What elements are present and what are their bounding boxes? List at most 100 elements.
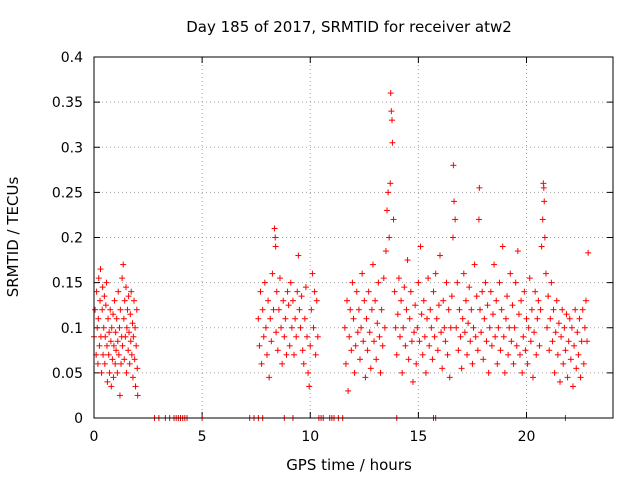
data-point	[557, 378, 564, 385]
data-point	[112, 360, 119, 367]
x-tick-label: 10	[301, 429, 319, 445]
data-point	[547, 315, 554, 322]
data-point	[414, 324, 421, 331]
data-point	[272, 234, 279, 241]
data-point	[518, 297, 525, 304]
data-point	[515, 311, 522, 318]
data-point	[568, 324, 575, 331]
data-point	[526, 275, 533, 282]
data-point	[298, 293, 305, 300]
data-point	[113, 315, 120, 322]
data-point	[93, 288, 100, 295]
data-point	[523, 315, 530, 322]
data-point	[545, 293, 552, 300]
data-point	[111, 297, 118, 304]
data-point	[537, 306, 544, 313]
data-point	[293, 333, 300, 340]
data-point	[274, 347, 281, 354]
data-point	[453, 324, 460, 331]
data-point	[441, 324, 448, 331]
data-point	[424, 315, 431, 322]
data-point	[502, 315, 509, 322]
data-point	[382, 248, 389, 255]
data-point	[273, 329, 280, 336]
y-tick-label: 0.05	[52, 366, 83, 382]
data-point	[115, 351, 122, 358]
data-point	[561, 324, 568, 331]
data-point	[131, 356, 138, 363]
data-point	[283, 351, 290, 358]
data-point	[418, 311, 425, 318]
data-point	[541, 234, 548, 241]
data-point	[306, 383, 313, 390]
data-point	[482, 279, 489, 286]
data-point	[126, 329, 133, 336]
data-point	[133, 306, 140, 313]
data-point	[386, 234, 393, 241]
data-point	[492, 333, 499, 340]
plot-frame	[93, 56, 614, 419]
data-point	[305, 369, 312, 376]
data-point	[489, 311, 496, 318]
data-point	[479, 288, 486, 295]
data-point	[259, 306, 266, 313]
data-point	[567, 356, 574, 363]
data-point	[420, 297, 427, 304]
data-point	[415, 279, 422, 286]
y-tick-label: 0.25	[52, 185, 83, 201]
data-point	[448, 293, 455, 300]
data-point	[527, 338, 534, 345]
data-point	[499, 243, 506, 250]
data-point	[508, 338, 515, 345]
data-point	[446, 374, 453, 381]
data-point	[107, 306, 114, 313]
data-point	[520, 333, 527, 340]
data-point	[269, 270, 276, 277]
data-point	[572, 306, 579, 313]
data-point	[456, 306, 463, 313]
data-point	[573, 365, 580, 372]
data-point	[295, 252, 302, 259]
data-point	[353, 288, 360, 295]
data-point	[364, 347, 371, 354]
data-point	[363, 315, 370, 322]
data-point	[471, 261, 478, 268]
data-point	[106, 369, 113, 376]
data-point	[258, 360, 265, 367]
x-axis-label: GPS time / hours	[286, 456, 412, 474]
data-point	[432, 270, 439, 277]
data-point	[580, 360, 587, 367]
data-point	[108, 383, 115, 390]
data-point	[341, 324, 348, 331]
data-point	[314, 333, 321, 340]
data-point	[278, 324, 285, 331]
data-point	[125, 347, 132, 354]
data-point	[129, 320, 136, 327]
data-point	[563, 311, 570, 318]
data-point	[272, 243, 279, 250]
data-point	[265, 297, 272, 304]
data-point	[106, 329, 113, 336]
data-point	[483, 338, 490, 345]
data-point	[442, 338, 449, 345]
data-point	[429, 356, 436, 363]
data-point	[534, 315, 541, 322]
data-point	[94, 360, 101, 367]
data-point	[92, 306, 99, 313]
data-point	[280, 297, 287, 304]
data-point	[512, 279, 519, 286]
data-point	[455, 347, 462, 354]
data-point	[469, 360, 476, 367]
data-point	[401, 284, 408, 291]
data-point	[407, 288, 414, 295]
data-point	[426, 342, 433, 349]
data-point	[114, 369, 121, 376]
data-point	[578, 338, 585, 345]
data-point	[413, 360, 420, 367]
data-point	[460, 270, 467, 277]
data-point	[134, 392, 141, 399]
data-point	[131, 297, 138, 304]
data-points	[91, 90, 592, 421]
data-point	[511, 324, 518, 331]
data-point	[535, 297, 542, 304]
